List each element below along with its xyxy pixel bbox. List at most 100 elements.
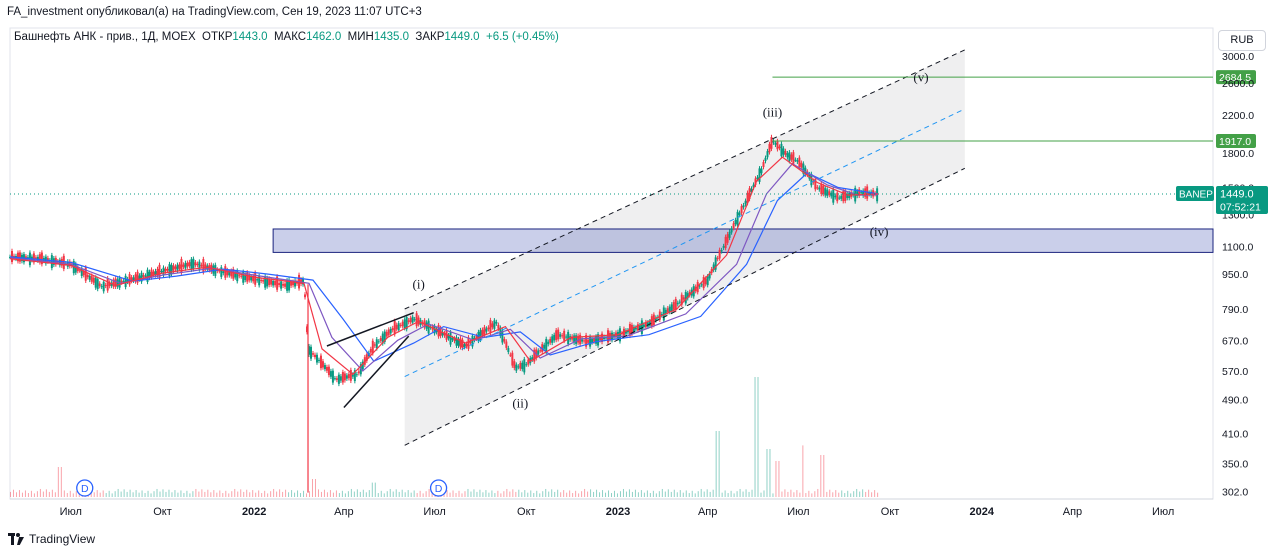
candle-body [640,320,643,335]
candle-body [254,272,257,285]
low-label: МИН [347,31,374,43]
volume-bar [545,488,547,497]
candle-body [188,262,191,267]
candle-body [597,334,600,346]
volume-bar [288,492,290,497]
volume-bar [874,490,876,497]
candle-body [142,275,145,278]
volume-bar [380,490,382,497]
volume-bar [123,489,125,497]
candle-body [672,302,675,310]
volume-bar [300,493,302,497]
volume-bar [512,489,514,497]
volume-bar [21,492,23,497]
candle-body [636,324,639,331]
candle-body [736,211,739,226]
ma-slow-line [9,172,879,362]
candle-body [678,301,681,303]
candle-body [88,275,91,280]
candle-body [375,339,378,349]
candle-body [786,153,789,158]
volume-bar [593,491,595,497]
wave-label: (ii) [512,395,528,410]
candle-body [276,276,279,290]
candle-body [676,302,679,305]
candle-body [557,329,560,340]
volume-bar [802,445,804,497]
volume-bar [772,493,774,497]
candle-body [92,277,95,283]
candle-body [481,329,484,336]
candle-body [280,281,283,289]
volume-bar [147,490,149,497]
candle-body [491,323,494,328]
candle-body [712,264,715,271]
volume-bar [33,493,35,497]
volume-bar [602,490,604,497]
currency-button[interactable]: RUB [1218,30,1266,51]
candle-body [284,283,287,287]
candle-body [798,157,801,168]
volume-bar [383,493,385,497]
x-tick-label: Июл [787,506,809,518]
volume-bar [374,482,376,497]
volume-bar [291,490,293,497]
candle-body [818,187,821,190]
candle-body [172,265,175,271]
volume-bar [180,490,182,497]
candle-body [319,355,322,369]
level-label: 2684.5 [1219,72,1251,84]
candle-body [108,282,111,287]
candle-body [668,306,671,313]
volume-bar [228,493,230,497]
volume-bar [311,479,313,497]
candle-body [160,271,163,273]
candle-body [738,212,741,216]
dividend-label: D [81,483,89,495]
candle-body [369,348,372,353]
tradingview-brand[interactable]: TradingView [8,532,95,546]
candle-body [838,197,841,199]
wave-label: (iv) [870,224,889,239]
y-tick-label: 950.0 [1222,269,1248,281]
candle-body [170,264,173,274]
open-label: ОТКР [202,31,233,43]
candle-body [541,344,544,352]
candle-body [718,249,721,259]
high-value: 1462.0 [306,31,342,43]
candle-body [174,266,177,269]
volume-bar [685,490,687,497]
volume-bar [739,488,741,497]
candle-body [587,339,590,343]
volume-bar [153,491,155,497]
candle-body [309,346,312,359]
volume-bar [643,492,645,497]
candle-body [184,262,187,269]
dividend-marker [76,479,94,497]
volume-bar [655,493,657,497]
symbol-tag-box [1176,186,1214,202]
candle-body [355,374,358,376]
volume-bar [398,491,400,497]
candle-body [612,334,615,338]
change-value: +6.5 (+0.45%) [485,31,559,43]
candle-body [698,285,701,287]
candle-body [156,268,159,276]
candle-body [80,268,83,277]
volume-bar [371,482,373,497]
volume-bar [135,490,137,497]
close-label: ЗАКР [415,31,445,43]
volume-bar [608,490,610,497]
candle-body [551,336,554,343]
candle-body [407,320,410,323]
candle-body [599,336,602,341]
candle-body [94,277,97,288]
candle-body [449,332,452,345]
volume-bar [763,490,765,497]
volume-bar [524,490,526,497]
volume-bar [377,493,379,497]
volume-bar [551,489,553,497]
y-tick-label: 2600.0 [1222,78,1254,90]
y-tick-label: 350.0 [1222,458,1248,470]
